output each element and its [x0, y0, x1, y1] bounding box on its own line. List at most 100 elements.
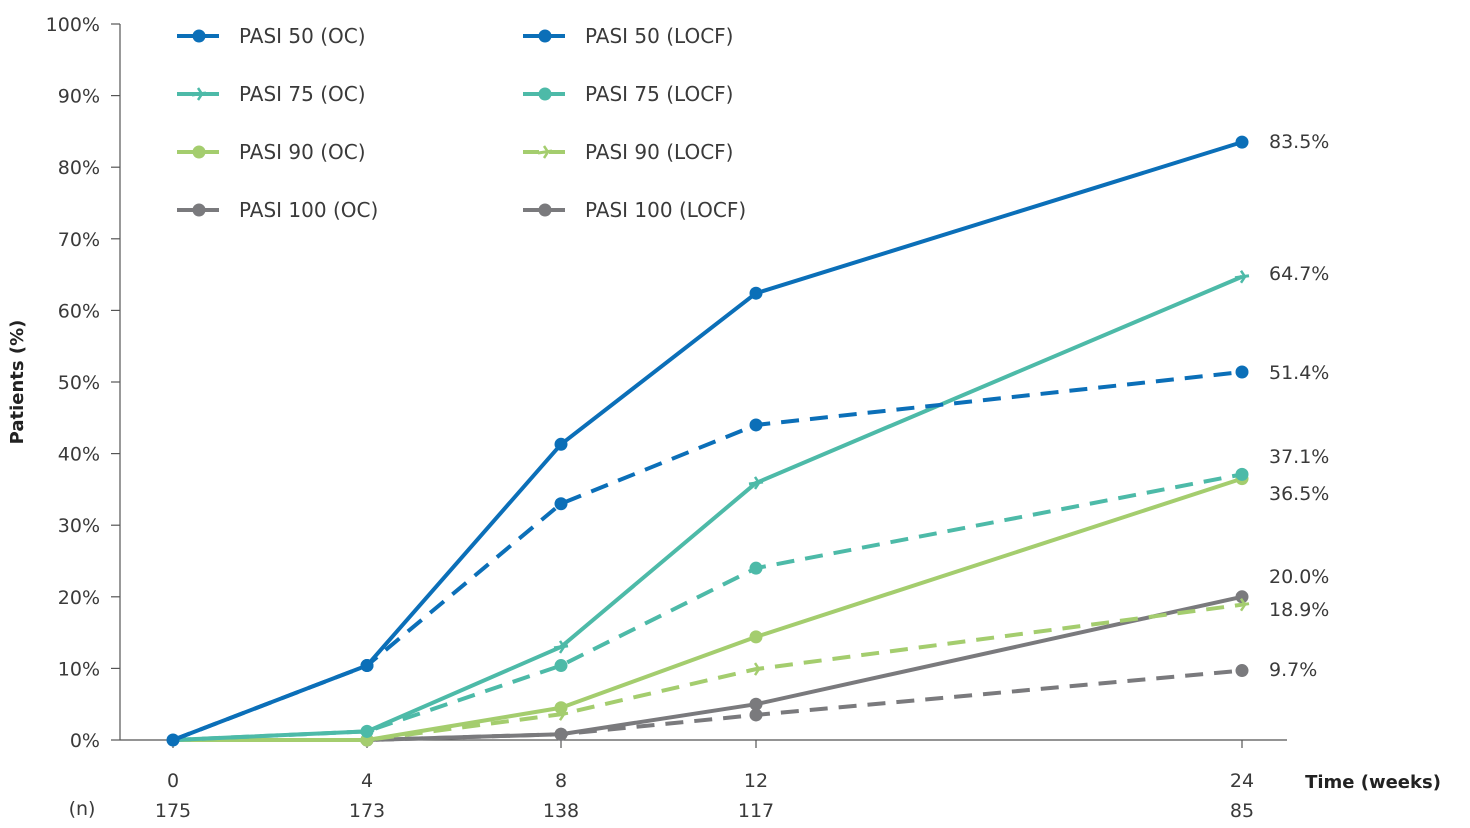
- data-point: [166, 733, 180, 747]
- n-value-label: 175: [155, 800, 191, 822]
- data-point: [749, 708, 763, 722]
- data-point: [554, 437, 568, 451]
- data-point: [748, 476, 764, 490]
- legend-swatch-marker: [192, 203, 206, 217]
- end-labels: 83.5% 51.4% 64.7% 37.1% 36.5% 18.9% 20.0% 9.7%: [1269, 131, 1329, 681]
- legend-item: PASI 100 (OC): [177, 198, 378, 222]
- data-point-head: [1239, 597, 1247, 612]
- series-pasi-75-oc-: [172, 270, 1250, 742]
- data-point-head: [753, 662, 761, 676]
- data-point-head: [1239, 270, 1247, 284]
- data-point: [749, 561, 763, 575]
- data-point: [749, 418, 763, 432]
- y-tick-label: 50%: [58, 372, 100, 394]
- legend: PASI 50 (OC) PASI 50 (LOCF) PASI 75 (OC) PA…: [177, 24, 746, 222]
- series-line: [172, 274, 1243, 742]
- n-row-label: (n): [69, 798, 96, 820]
- legend-label: PASI 90 (LOCF): [585, 140, 733, 164]
- legend-item: PASI 75 (OC): [177, 82, 366, 106]
- legend-label: PASI 90 (OC): [239, 140, 366, 164]
- end-value-label: 64.7%: [1269, 263, 1329, 285]
- series-line: [173, 476, 1243, 742]
- legend-label: PASI 100 (OC): [239, 198, 378, 222]
- data-point: [749, 630, 763, 644]
- x-tick-label: 0: [167, 770, 179, 792]
- legend-item: PASI 50 (OC): [177, 24, 366, 48]
- end-value-label: 83.5%: [1269, 131, 1329, 153]
- data-point: [553, 640, 569, 654]
- end-value-label: 20.0%: [1269, 566, 1329, 588]
- y-axis-title: Patients (%): [7, 320, 28, 445]
- data-point-stem: [1234, 602, 1250, 608]
- series-pasi-75-locf-: [172, 467, 1249, 742]
- series-layer: [166, 135, 1250, 747]
- data-point: [553, 707, 569, 721]
- x-axis-title: Time (weeks): [1305, 772, 1441, 793]
- n-value-label: 85: [1230, 800, 1254, 822]
- data-point: [1235, 135, 1249, 149]
- y-tick-label: 0%: [70, 730, 100, 752]
- n-value-label: 173: [349, 800, 385, 822]
- data-point: [1235, 467, 1249, 481]
- legend-label: PASI 75 (OC): [239, 82, 366, 106]
- y-tick-label: 40%: [58, 444, 100, 466]
- data-point: [554, 727, 568, 741]
- data-point: [749, 286, 763, 300]
- legend-swatch-marker: [538, 87, 552, 101]
- legend-swatch-marker-stem: [537, 149, 553, 155]
- legend-swatch-marker: [192, 29, 206, 43]
- x-tick-label: 8: [555, 770, 567, 792]
- end-value-label: 37.1%: [1269, 446, 1329, 468]
- legend-swatch-marker: [537, 145, 553, 159]
- x-tick-label: 4: [361, 770, 373, 792]
- legend-swatch-marker: [191, 87, 207, 101]
- data-point-stem: [553, 644, 569, 650]
- series-pasi-100-oc-: [173, 590, 1249, 747]
- legend-label: PASI 100 (LOCF): [585, 198, 746, 222]
- data-point-head: [558, 707, 566, 721]
- legend-swatch-marker: [538, 203, 552, 217]
- series-pasi-50-oc-: [166, 135, 1249, 747]
- legend-item: PASI 90 (OC): [177, 140, 366, 164]
- data-point-head: [558, 640, 566, 654]
- end-value-label: 36.5%: [1269, 483, 1329, 505]
- legend-item: PASI 90 (LOCF): [523, 140, 733, 164]
- data-point-head: [753, 476, 761, 490]
- legend-swatch-marker-head: [196, 87, 204, 101]
- series-line: [172, 472, 1243, 742]
- series-pasi-90-locf-: [173, 597, 1250, 747]
- legend-item: PASI 50 (LOCF): [523, 24, 733, 48]
- series-line: [172, 140, 1243, 742]
- y-tick-label: 90%: [58, 86, 100, 108]
- legend-label: PASI 50 (OC): [239, 24, 366, 48]
- legend-swatch-marker: [538, 29, 552, 43]
- data-point: [554, 497, 568, 511]
- legend-item: PASI 75 (LOCF): [523, 82, 733, 106]
- y-tick-label: 80%: [58, 157, 100, 179]
- y-tick-label: 10%: [58, 658, 100, 680]
- data-point-stem: [359, 737, 375, 743]
- y-tick-label: 30%: [58, 515, 100, 537]
- axes: 0% 10% 20% 30% 40% 50% 60% 70% 80% 90% 100% Patient…: [7, 14, 1441, 822]
- data-point: [1234, 270, 1250, 284]
- y-tick-label: 70%: [58, 229, 100, 251]
- y-tick-label: 60%: [58, 300, 100, 322]
- data-point-stem: [748, 666, 764, 672]
- data-point: [1235, 590, 1249, 604]
- data-point: [1234, 597, 1250, 612]
- data-point: [360, 659, 374, 673]
- x-tick-label: 24: [1230, 770, 1254, 792]
- end-value-label: 18.9%: [1269, 599, 1329, 621]
- data-point: [1235, 365, 1249, 379]
- data-point-stem: [748, 480, 764, 486]
- n-value-label: 117: [738, 800, 774, 822]
- y-tick-label: 100%: [46, 14, 100, 36]
- y-tick-label: 20%: [58, 587, 100, 609]
- data-point-stem: [553, 711, 569, 717]
- legend-label: PASI 75 (LOCF): [585, 82, 733, 106]
- n-value-label: 138: [543, 800, 579, 822]
- data-point: [748, 662, 764, 676]
- legend-swatch-marker: [192, 145, 206, 159]
